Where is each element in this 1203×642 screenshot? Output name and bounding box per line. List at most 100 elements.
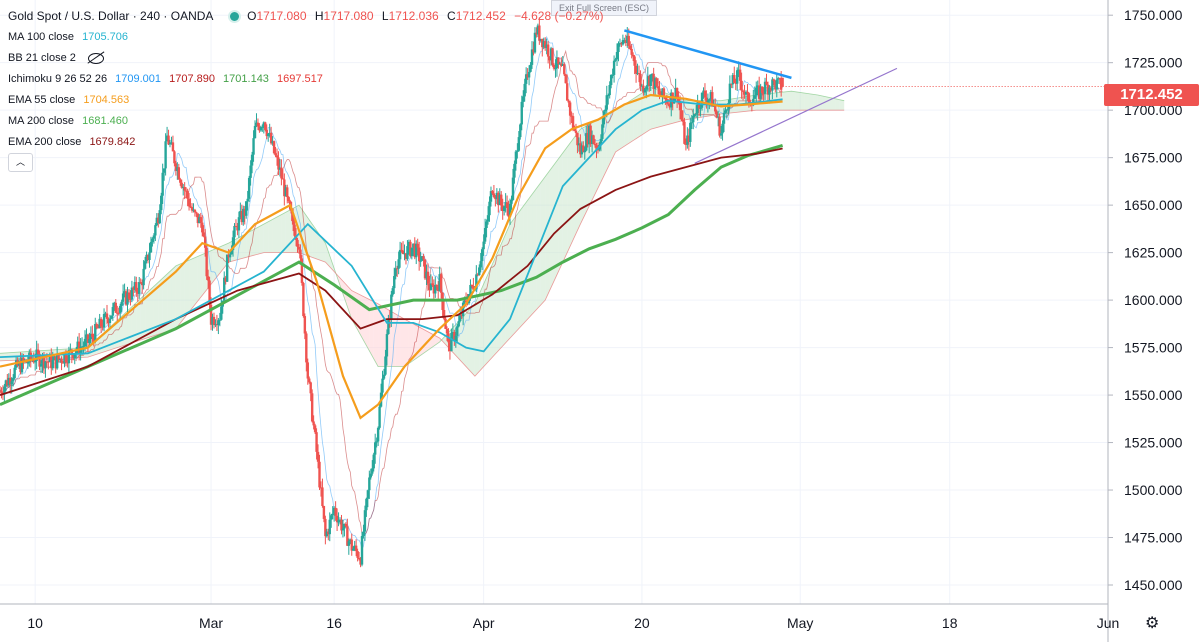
candle-body: [332, 507, 336, 514]
ichimoku-cloud-segment: [619, 104, 625, 150]
candle-body: [640, 85, 644, 87]
candle-body: [645, 86, 648, 90]
candle-body: [281, 178, 285, 180]
candle-body: [662, 88, 666, 98]
candle-body: [57, 354, 60, 360]
ma100-label: MA 100 close: [8, 31, 75, 43]
candle-body: [583, 150, 586, 153]
candle-body: [259, 127, 263, 131]
candle-body: [310, 393, 314, 422]
candle-body: [438, 274, 441, 292]
candle-body: [64, 354, 68, 363]
candle-body: [706, 100, 710, 104]
candle-body: [118, 305, 122, 313]
candle-body: [687, 135, 691, 142]
ichimoku-cloud-segment: [518, 206, 524, 329]
legend-bb[interactable]: BB 21 close 2: [8, 48, 609, 69]
candle-body: [116, 312, 119, 314]
candle-body: [371, 468, 374, 474]
candle-body: [274, 153, 277, 156]
candle-body: [653, 78, 657, 89]
candle-body: [608, 84, 611, 96]
ichimoku-cloud-segment: [839, 99, 845, 111]
ichimoku-cloud-segment: [219, 245, 225, 274]
candle-body: [417, 247, 421, 262]
candle-body: [171, 142, 175, 152]
candle-body: [612, 60, 616, 75]
candle-body: [741, 90, 745, 92]
candle-body: [92, 337, 95, 342]
candle-body: [643, 89, 647, 93]
legend-collapse-button[interactable]: ︿: [8, 153, 33, 172]
candle-body: [347, 541, 351, 546]
candle-body: [744, 91, 748, 95]
candle-body: [457, 321, 460, 327]
candle-body: [53, 356, 56, 361]
candle-body: [151, 238, 154, 242]
candle-body: [110, 315, 113, 319]
candle-body: [96, 327, 100, 329]
candle-body: [564, 74, 567, 84]
candle-body: [255, 122, 258, 126]
legend-ema55[interactable]: EMA 55 close 1704.563: [8, 90, 609, 111]
candle-body: [340, 519, 343, 531]
candle-body: [130, 287, 134, 300]
ichimoku-cloud-segment: [316, 230, 321, 261]
candle-body: [631, 54, 635, 57]
candle-body: [167, 135, 170, 145]
candle-body: [28, 352, 31, 363]
ichimoku-cloud-segment: [127, 306, 132, 345]
hidden-eye-icon[interactable]: [87, 52, 104, 64]
candle-body: [538, 25, 541, 41]
candle-body: [91, 333, 94, 338]
candle-body: [668, 103, 671, 108]
candle-body: [127, 292, 131, 299]
candle-body: [589, 125, 592, 144]
candle-body: [526, 74, 529, 78]
candle-body: [11, 378, 15, 382]
candle-body: [478, 267, 481, 276]
legend-ema200[interactable]: EMA 200 close 1679.842: [8, 132, 609, 153]
candle-body: [183, 187, 186, 191]
candle-body: [322, 506, 326, 519]
legend-ma100[interactable]: MA 100 close 1705.706: [8, 27, 609, 48]
candle-body: [615, 52, 619, 60]
candle-body: [592, 135, 595, 144]
candle-body: [67, 349, 71, 364]
exit-fullscreen-button[interactable]: Exit Full Screen (ESC): [551, 0, 657, 16]
candle-body: [722, 112, 726, 124]
candle-body: [38, 353, 41, 367]
ichimoku-cloud-segment: [795, 91, 801, 111]
candle-body: [470, 284, 474, 286]
candle-body: [768, 87, 771, 95]
candle-body: [249, 165, 252, 178]
ema55-value: 1704.563: [83, 94, 130, 106]
candle-body: [709, 92, 713, 100]
candle-body: [395, 268, 399, 270]
candle-body: [535, 32, 538, 35]
ema55-line: [0, 93, 783, 420]
legend-ma200[interactable]: MA 200 close 1681.460: [8, 111, 609, 132]
candle-body: [6, 380, 9, 386]
ma200-value: 1681.460: [82, 115, 128, 127]
candle-body: [404, 253, 408, 259]
ichimoku-cloud-segment: [523, 200, 528, 324]
candle-body: [362, 531, 365, 536]
candle-body: [656, 86, 660, 89]
gear-icon[interactable]: ⚙: [1145, 615, 1160, 632]
candle-body: [61, 362, 65, 364]
time-tick-label-1: Mar: [199, 615, 223, 631]
candle-body: [779, 78, 783, 90]
legend-ichimoku[interactable]: Ichimoku 9 26 52 26 1709.001 1707.890 17…: [8, 69, 609, 90]
candle-body: [368, 477, 371, 491]
candle-body: [193, 209, 197, 213]
ichimoku-cloud-segment: [378, 303, 383, 367]
candle-body: [357, 557, 361, 560]
ichimoku-cloud-segment: [272, 217, 277, 253]
candle-body: [557, 57, 560, 65]
candle-body: [700, 92, 704, 108]
candle-body: [554, 68, 557, 70]
candle-body: [224, 277, 227, 282]
candle-body: [82, 346, 85, 348]
